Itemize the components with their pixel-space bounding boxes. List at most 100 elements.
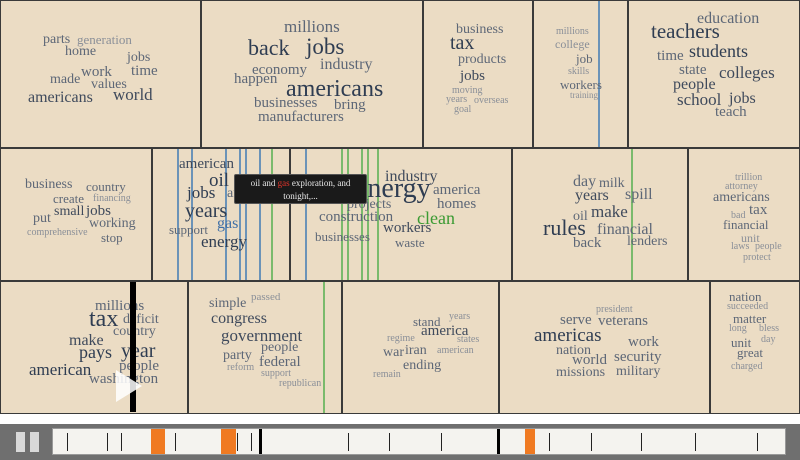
topic-word: millions bbox=[284, 17, 340, 36]
timeline-tick bbox=[67, 433, 68, 451]
topic-cell[interactable]: stand years america regime states war ir… bbox=[342, 281, 499, 414]
topic-word: working bbox=[89, 216, 136, 231]
timeline-hit-line bbox=[259, 149, 261, 280]
topic-word: unit bbox=[741, 231, 760, 245]
pause-button[interactable] bbox=[14, 430, 42, 454]
topic-word: serve bbox=[560, 312, 592, 328]
topic-cell[interactable]: business country create financing small … bbox=[0, 148, 152, 281]
timeline-tick bbox=[641, 433, 642, 451]
topic-word: jobs bbox=[306, 34, 345, 59]
topic-word: college bbox=[555, 37, 590, 51]
topic-word: party bbox=[223, 348, 252, 363]
topic-word: businesses bbox=[254, 95, 318, 111]
treemap: parts generation home jobs time work mad… bbox=[0, 0, 800, 414]
timeline-tick bbox=[389, 433, 390, 451]
topic-word: generation bbox=[77, 32, 132, 47]
topic-word: american bbox=[437, 345, 474, 356]
topic-word: iran bbox=[405, 343, 427, 358]
timeline-tick bbox=[757, 433, 758, 451]
topic-word: business bbox=[456, 22, 504, 37]
timeline-hit-line bbox=[341, 149, 343, 280]
topic-word: oil bbox=[209, 170, 230, 191]
topic-word: financial bbox=[723, 217, 769, 232]
topic-word: jobs bbox=[127, 50, 151, 65]
topic-word: state bbox=[679, 62, 707, 78]
timeline-tick bbox=[121, 433, 122, 451]
topic-word: tax bbox=[89, 306, 119, 332]
topic-word: financing bbox=[93, 193, 131, 204]
topic-word: nation bbox=[556, 343, 591, 358]
timeline-hit-line bbox=[377, 149, 379, 280]
timeline-tick bbox=[441, 433, 442, 451]
topic-word: day bbox=[761, 334, 776, 345]
topic-word: oil bbox=[573, 209, 588, 224]
timeline-tick bbox=[695, 433, 696, 451]
topic-word: day bbox=[573, 173, 597, 190]
topic-cell[interactable]: trillion attorney americans tax bad fina… bbox=[688, 148, 800, 281]
topic-word: americas bbox=[534, 325, 602, 346]
timeline-hit-line bbox=[367, 149, 369, 280]
topic-word: federal bbox=[259, 354, 301, 370]
timeline-tick bbox=[251, 433, 252, 451]
timeline-hit-line bbox=[245, 149, 247, 280]
play-icon[interactable] bbox=[116, 370, 142, 402]
topic-word: veterans bbox=[598, 313, 648, 329]
pause-bar-icon bbox=[30, 432, 39, 452]
topic-word: workers bbox=[560, 77, 602, 92]
topic-word: clean bbox=[417, 208, 455, 228]
timeline-highlight-marker[interactable] bbox=[221, 429, 236, 454]
topic-cell[interactable]: industry energy america projects homes c… bbox=[290, 148, 512, 281]
playhead-marker[interactable] bbox=[130, 282, 136, 412]
tooltip-text-after: exploration, and tonight,... bbox=[283, 178, 351, 201]
topic-word: military bbox=[616, 364, 661, 379]
timeline-track[interactable] bbox=[52, 428, 786, 455]
topic-word: trillion bbox=[735, 172, 763, 183]
timeline-tick bbox=[549, 433, 550, 451]
topic-word: bless bbox=[759, 323, 779, 334]
speech-snippet-tooltip: oil and gas exploration, and tonight,... bbox=[234, 174, 367, 204]
topic-word: matter bbox=[733, 311, 767, 326]
topic-cell[interactable]: day milk years spill make oil rules fina… bbox=[512, 148, 688, 281]
topic-word: bring bbox=[334, 97, 366, 113]
topic-cell[interactable]: parts generation home jobs time work mad… bbox=[0, 0, 201, 148]
topic-cell[interactable]: american oil jobs america years gas supp… bbox=[152, 148, 290, 281]
topic-cell[interactable]: millions college job skills workers trai… bbox=[533, 0, 628, 148]
topic-word: workers bbox=[383, 220, 432, 236]
topic-word: business bbox=[25, 177, 73, 192]
topic-cell[interactable]: nation succeeded matter long bless unit … bbox=[710, 281, 800, 414]
topic-cell[interactable]: millions tax deficit country make pays y… bbox=[0, 281, 188, 414]
tooltip-text-before: oil and bbox=[250, 178, 278, 188]
topic-word: protect bbox=[743, 252, 771, 263]
topic-word: create bbox=[53, 191, 85, 206]
topic-word: industry bbox=[385, 168, 438, 185]
timeline-highlight-marker[interactable] bbox=[525, 429, 535, 454]
topic-word: homes bbox=[437, 196, 477, 212]
topic-word: simple bbox=[209, 296, 247, 311]
topic-word: years bbox=[449, 311, 471, 322]
topic-word: support bbox=[261, 368, 291, 379]
topic-word: time bbox=[131, 63, 158, 79]
topic-word: remain bbox=[373, 369, 401, 380]
topic-cell[interactable]: passed simple congress government people… bbox=[188, 281, 342, 414]
topic-word: energy bbox=[355, 173, 431, 204]
topic-word: jobs bbox=[187, 183, 216, 202]
topic-cell[interactable]: education teachers time students state c… bbox=[628, 0, 800, 148]
topic-cell[interactable]: president serve veterans americas work n… bbox=[499, 281, 710, 414]
topic-word: years bbox=[575, 187, 609, 204]
topic-word: long bbox=[729, 323, 747, 334]
topic-cell[interactable]: business tax products jobs moving years … bbox=[423, 0, 533, 148]
topic-word: millions bbox=[556, 26, 589, 37]
topic-word: people bbox=[119, 358, 159, 374]
topic-word: moving bbox=[452, 85, 483, 96]
topic-word: overseas bbox=[474, 95, 509, 106]
topic-word: regime bbox=[387, 333, 415, 344]
timeline-section-divider bbox=[497, 429, 500, 454]
topic-word: waste bbox=[395, 235, 425, 250]
topic-word: world bbox=[113, 85, 153, 104]
timeline-highlight-marker[interactable] bbox=[151, 429, 165, 454]
topic-word: passed bbox=[251, 291, 281, 303]
topic-cell[interactable]: millions back jobs industry economy happ… bbox=[201, 0, 423, 148]
topic-word: attorney bbox=[725, 181, 758, 192]
timeline-tick bbox=[175, 433, 176, 451]
topic-word: states bbox=[457, 334, 480, 345]
